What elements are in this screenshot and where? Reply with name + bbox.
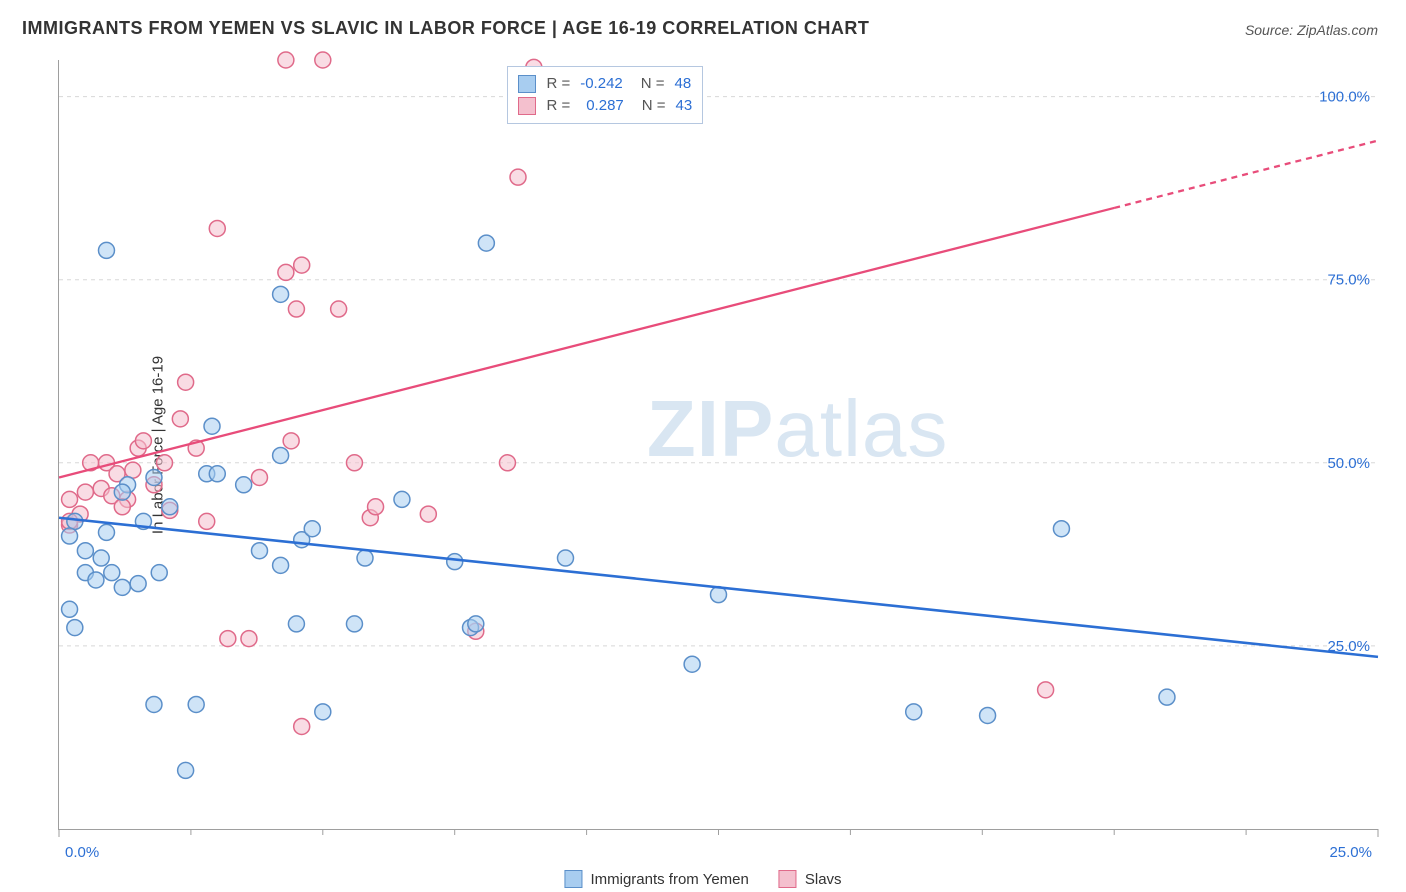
r-label: R = (546, 73, 570, 95)
scatter-chart: 25.0%50.0%75.0%100.0%0.0%25.0% (59, 60, 1378, 829)
n-label: N = (642, 95, 666, 117)
svg-text:75.0%: 75.0% (1327, 272, 1370, 289)
swatch-slavs (518, 97, 536, 115)
n-value-yemen: 48 (675, 73, 692, 95)
legend-item-yemen: Immigrants from Yemen (564, 870, 748, 888)
swatch-slavs (779, 870, 797, 888)
svg-text:0.0%: 0.0% (65, 844, 99, 861)
r-value-yemen: -0.242 (580, 73, 623, 95)
svg-text:100.0%: 100.0% (1319, 89, 1370, 106)
legend-label-slavs: Slavs (805, 871, 842, 888)
correlation-legend: R = -0.242 N = 48 R = 0.287 N = 43 (507, 66, 703, 124)
series-legend: Immigrants from Yemen Slavs (564, 870, 841, 888)
r-value-slavs: 0.287 (586, 95, 624, 117)
legend-item-slavs: Slavs (779, 870, 842, 888)
legend-label-yemen: Immigrants from Yemen (590, 871, 748, 888)
chart-title: IMMIGRANTS FROM YEMEN VS SLAVIC IN LABOR… (22, 18, 869, 39)
legend-row-slavs: R = 0.287 N = 43 (518, 95, 692, 117)
n-value-slavs: 43 (676, 95, 693, 117)
r-label: R = (546, 95, 570, 117)
source-attribution: Source: ZipAtlas.com (1245, 22, 1378, 38)
legend-row-yemen: R = -0.242 N = 48 (518, 73, 692, 95)
svg-text:50.0%: 50.0% (1327, 455, 1370, 472)
swatch-yemen (518, 75, 536, 93)
plot-area: In Labor Force | Age 16-19 ZIPatlas 25.0… (58, 60, 1378, 830)
svg-text:25.0%: 25.0% (1329, 844, 1372, 861)
swatch-yemen (564, 870, 582, 888)
n-label: N = (641, 73, 665, 95)
